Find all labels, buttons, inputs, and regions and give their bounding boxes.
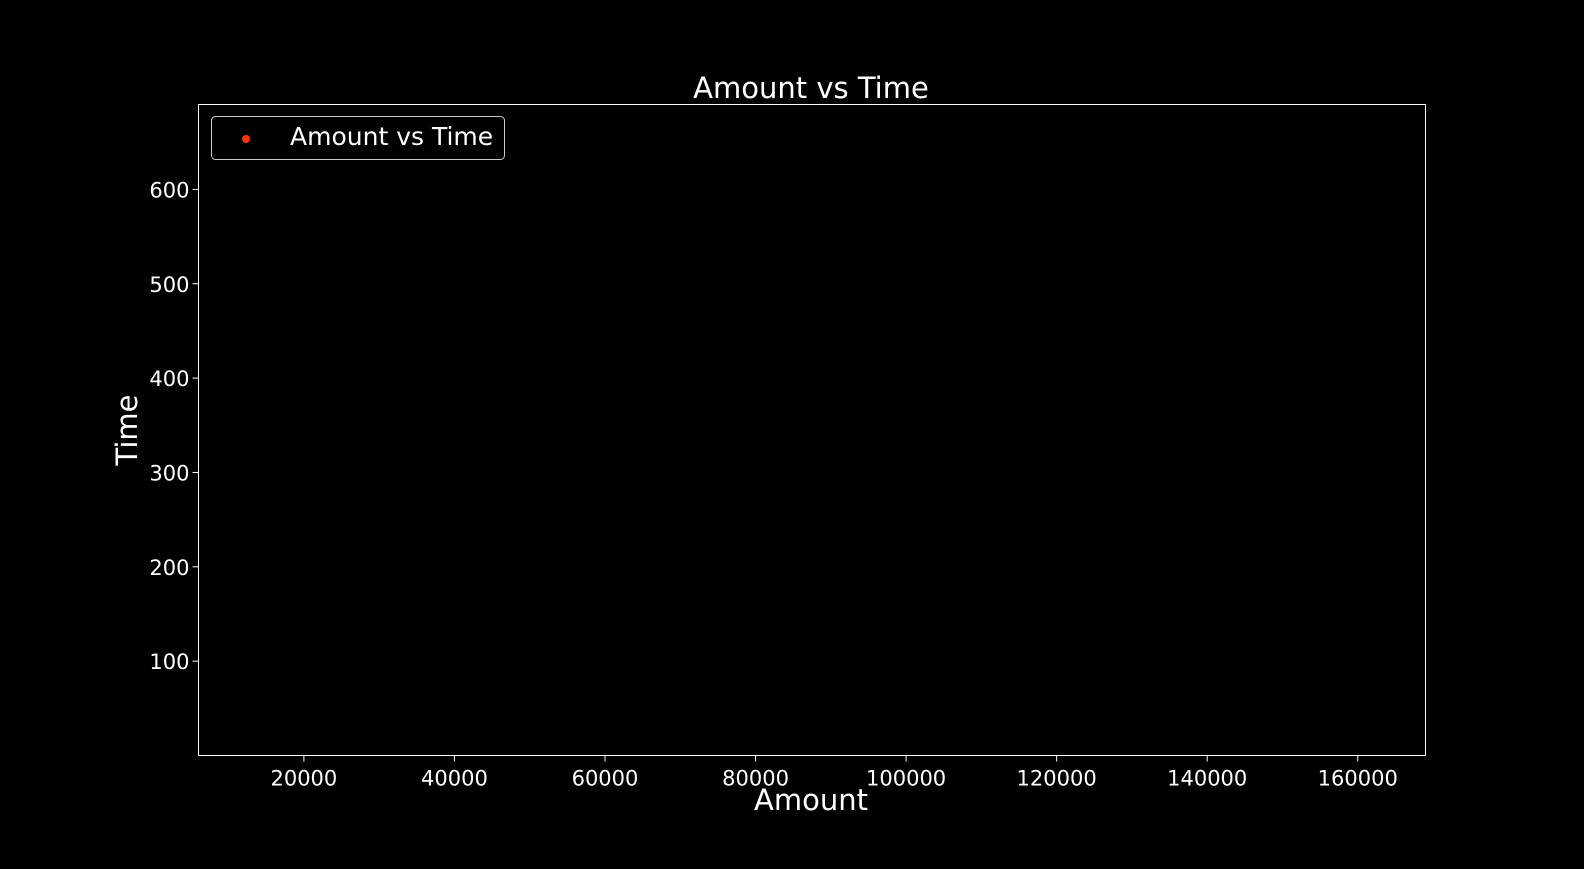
x-tick-label: 20000 [270,767,337,791]
legend-marker [242,135,250,143]
chart-title: Amount vs Time [693,71,929,105]
chart-legend: Amount vs Time [211,116,505,160]
x-tick-label: 40000 [421,767,488,791]
x-tick-label: 80000 [722,767,789,791]
y-tick-label: 100 [149,650,189,674]
y-tick-label: 300 [149,461,189,485]
legend-frame [211,116,505,160]
y-tick-label: 200 [149,556,189,580]
y-axis-ticks: 100 200 300 400 500 600 [149,178,199,674]
x-axis-ticks: 20000 40000 60000 80000 100000 120000 140000 16… [270,755,1398,791]
y-axis-label: Time [110,395,144,467]
x-tick-label: 60000 [572,767,639,791]
x-tick-label: 160000 [1318,767,1398,791]
x-tick-label: 100000 [866,767,946,791]
y-tick-label: 600 [149,178,189,202]
y-tick-label: 500 [149,273,189,297]
plot-area [198,104,1426,756]
x-axis-label: Amount [754,783,868,817]
legend-label: Amount vs Time [290,122,493,151]
y-tick-label: 400 [149,367,189,391]
x-tick-label: 140000 [1167,767,1247,791]
x-tick-label: 120000 [1017,767,1097,791]
